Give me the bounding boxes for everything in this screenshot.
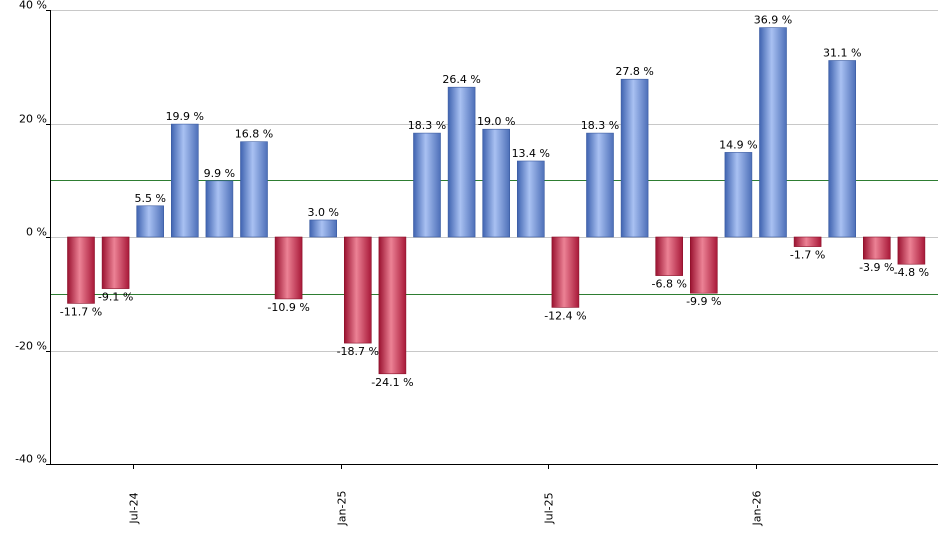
data-label: 13.4 %	[512, 147, 550, 160]
bar	[793, 236, 822, 247]
y-tick-label: -20 %	[15, 340, 47, 353]
data-label: 18.3 %	[581, 119, 619, 132]
data-label: -11.7 %	[60, 305, 102, 318]
data-label: 31.1 %	[823, 47, 861, 60]
bar	[205, 180, 234, 238]
data-label: 5.5 %	[134, 192, 165, 205]
data-label: 9.9 %	[204, 167, 235, 180]
x-tick-label: Jul-25	[543, 492, 556, 524]
bar	[309, 219, 338, 238]
y-tick-label: -40 %	[15, 453, 47, 466]
bar	[101, 236, 130, 289]
bar	[551, 236, 580, 308]
data-label: -1.7 %	[790, 249, 825, 262]
bar	[862, 236, 891, 260]
x-tick-label: Jan-26	[751, 491, 764, 527]
bar	[378, 236, 407, 375]
data-label: 36.9 %	[754, 14, 792, 27]
axes: 40 % 20 % 0 % -20 % -40 % Jul-24 Jan-25 Jul-25 J…	[15, 0, 938, 526]
bar	[724, 152, 753, 238]
data-label: -4.8 %	[894, 266, 929, 279]
bar	[655, 236, 684, 276]
bar	[620, 78, 649, 238]
bar	[689, 236, 718, 294]
data-label: -3.9 %	[859, 261, 894, 274]
bar	[447, 86, 476, 238]
bar	[240, 141, 268, 238]
data-labels: -11.7 %-9.1 % 5.5 % 19.9 % 9.9 % 16.8 % -10.9…	[60, 14, 929, 389]
data-label: -6.8 %	[651, 278, 686, 291]
bar	[482, 128, 511, 238]
bar	[828, 60, 857, 238]
bar	[274, 236, 303, 300]
y-tick-label: 0 %	[26, 226, 47, 239]
bar	[897, 236, 926, 265]
bar	[516, 160, 545, 238]
bar	[586, 132, 614, 238]
bar	[343, 236, 372, 344]
data-label: -10.9 %	[267, 301, 309, 314]
bar	[136, 205, 164, 238]
bar	[413, 132, 441, 238]
data-label: 14.9 %	[719, 138, 757, 151]
data-label: 27.8 %	[615, 65, 653, 78]
y-tick-label: 40 %	[19, 0, 47, 12]
data-label: -24.1 %	[371, 376, 413, 389]
y-tick-label: 20 %	[19, 113, 47, 126]
bar	[67, 236, 95, 304]
bar	[759, 27, 787, 238]
data-label: 19.9 %	[166, 110, 204, 123]
x-tick-label: Jan-25	[336, 491, 349, 527]
x-tick-label: Jul-24	[128, 492, 141, 524]
data-label: 26.4 %	[442, 73, 480, 86]
data-label: -18.7 %	[337, 345, 379, 358]
bars	[67, 27, 926, 375]
data-label: 16.8 %	[235, 128, 273, 141]
data-label: -9.9 %	[686, 295, 721, 308]
data-label: 3.0 %	[307, 206, 338, 219]
data-label: 19.0 %	[477, 115, 515, 128]
data-label: -9.1 %	[98, 291, 133, 304]
bar	[171, 123, 199, 238]
data-label: -12.4 %	[544, 309, 586, 322]
data-label: 18.3 %	[408, 119, 446, 132]
